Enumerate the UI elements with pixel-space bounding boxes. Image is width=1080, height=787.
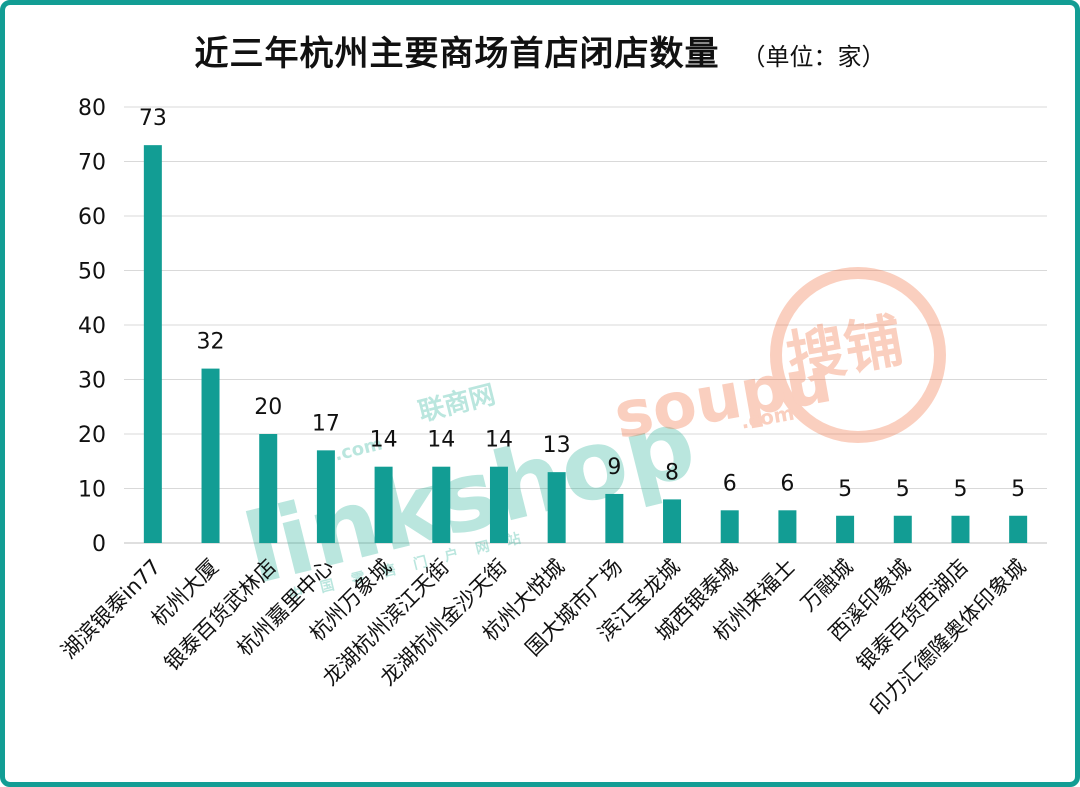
x-axis-categories: 湖滨银泰in77杭州大厦银泰百货武林店杭州嘉里中心杭州万象城龙湖杭州滨江天街龙湖… [57,555,1031,720]
bar [605,493,624,543]
y-tick-label: 40 [78,314,106,339]
y-tick-label: 60 [78,205,106,230]
data-labels: 73 32 20 17 14 14 14 13 9 8 6 6 5 5 5 5 [139,106,1025,502]
y-tick-label: 50 [78,260,106,285]
bar [778,510,797,543]
chart-unit: （单位：家） [741,43,886,71]
y-axis-ticks: 0 10 20 30 40 50 60 70 80 [78,96,106,557]
data-label: 17 [312,411,340,436]
data-label: 14 [427,428,455,453]
data-label: 6 [723,471,737,496]
data-label: 32 [197,330,225,355]
gridlines [124,106,1047,544]
bar [489,466,508,543]
bar [201,368,220,543]
bar [143,145,162,543]
chart-title: 近三年杭州主要商场首店闭店数量 [194,34,720,74]
data-label: 14 [485,428,513,453]
bar [432,466,451,543]
data-label: 73 [139,106,167,131]
y-tick-label: 70 [78,151,106,176]
bar [259,434,278,543]
bar [1009,515,1028,543]
bars [143,145,1028,543]
chart-title-row: 近三年杭州主要商场首店闭店数量 （单位：家） [0,26,1080,75]
data-label: 8 [665,460,679,485]
y-tick-label: 20 [78,423,106,448]
bar [893,515,912,543]
data-label: 14 [370,428,398,453]
bar [663,499,682,543]
watermark-right-cn: 搜铺 [782,306,908,393]
data-label: 5 [838,477,852,502]
watermark-ring [770,267,946,443]
y-tick-label: 10 [78,478,106,503]
data-label: 9 [607,455,621,480]
bar [836,515,855,543]
data-label: 13 [543,433,571,458]
bar [720,510,739,543]
bar [374,466,393,543]
bar [316,450,335,543]
data-label: 5 [1011,477,1025,502]
y-tick-label: 0 [92,532,106,557]
bar [547,472,566,543]
x-category-label: 湖滨银泰in77 [57,555,166,664]
watermark-left-cn: 联商网 [415,379,498,428]
data-label: 6 [780,471,794,496]
soupu-watermark: soupu 搜铺 .com [609,267,946,454]
y-tick-label: 80 [78,96,106,121]
data-label: 5 [896,477,910,502]
data-label: 20 [254,395,282,420]
data-label: 5 [953,477,967,502]
y-tick-label: 30 [78,369,106,394]
bar [951,515,970,543]
